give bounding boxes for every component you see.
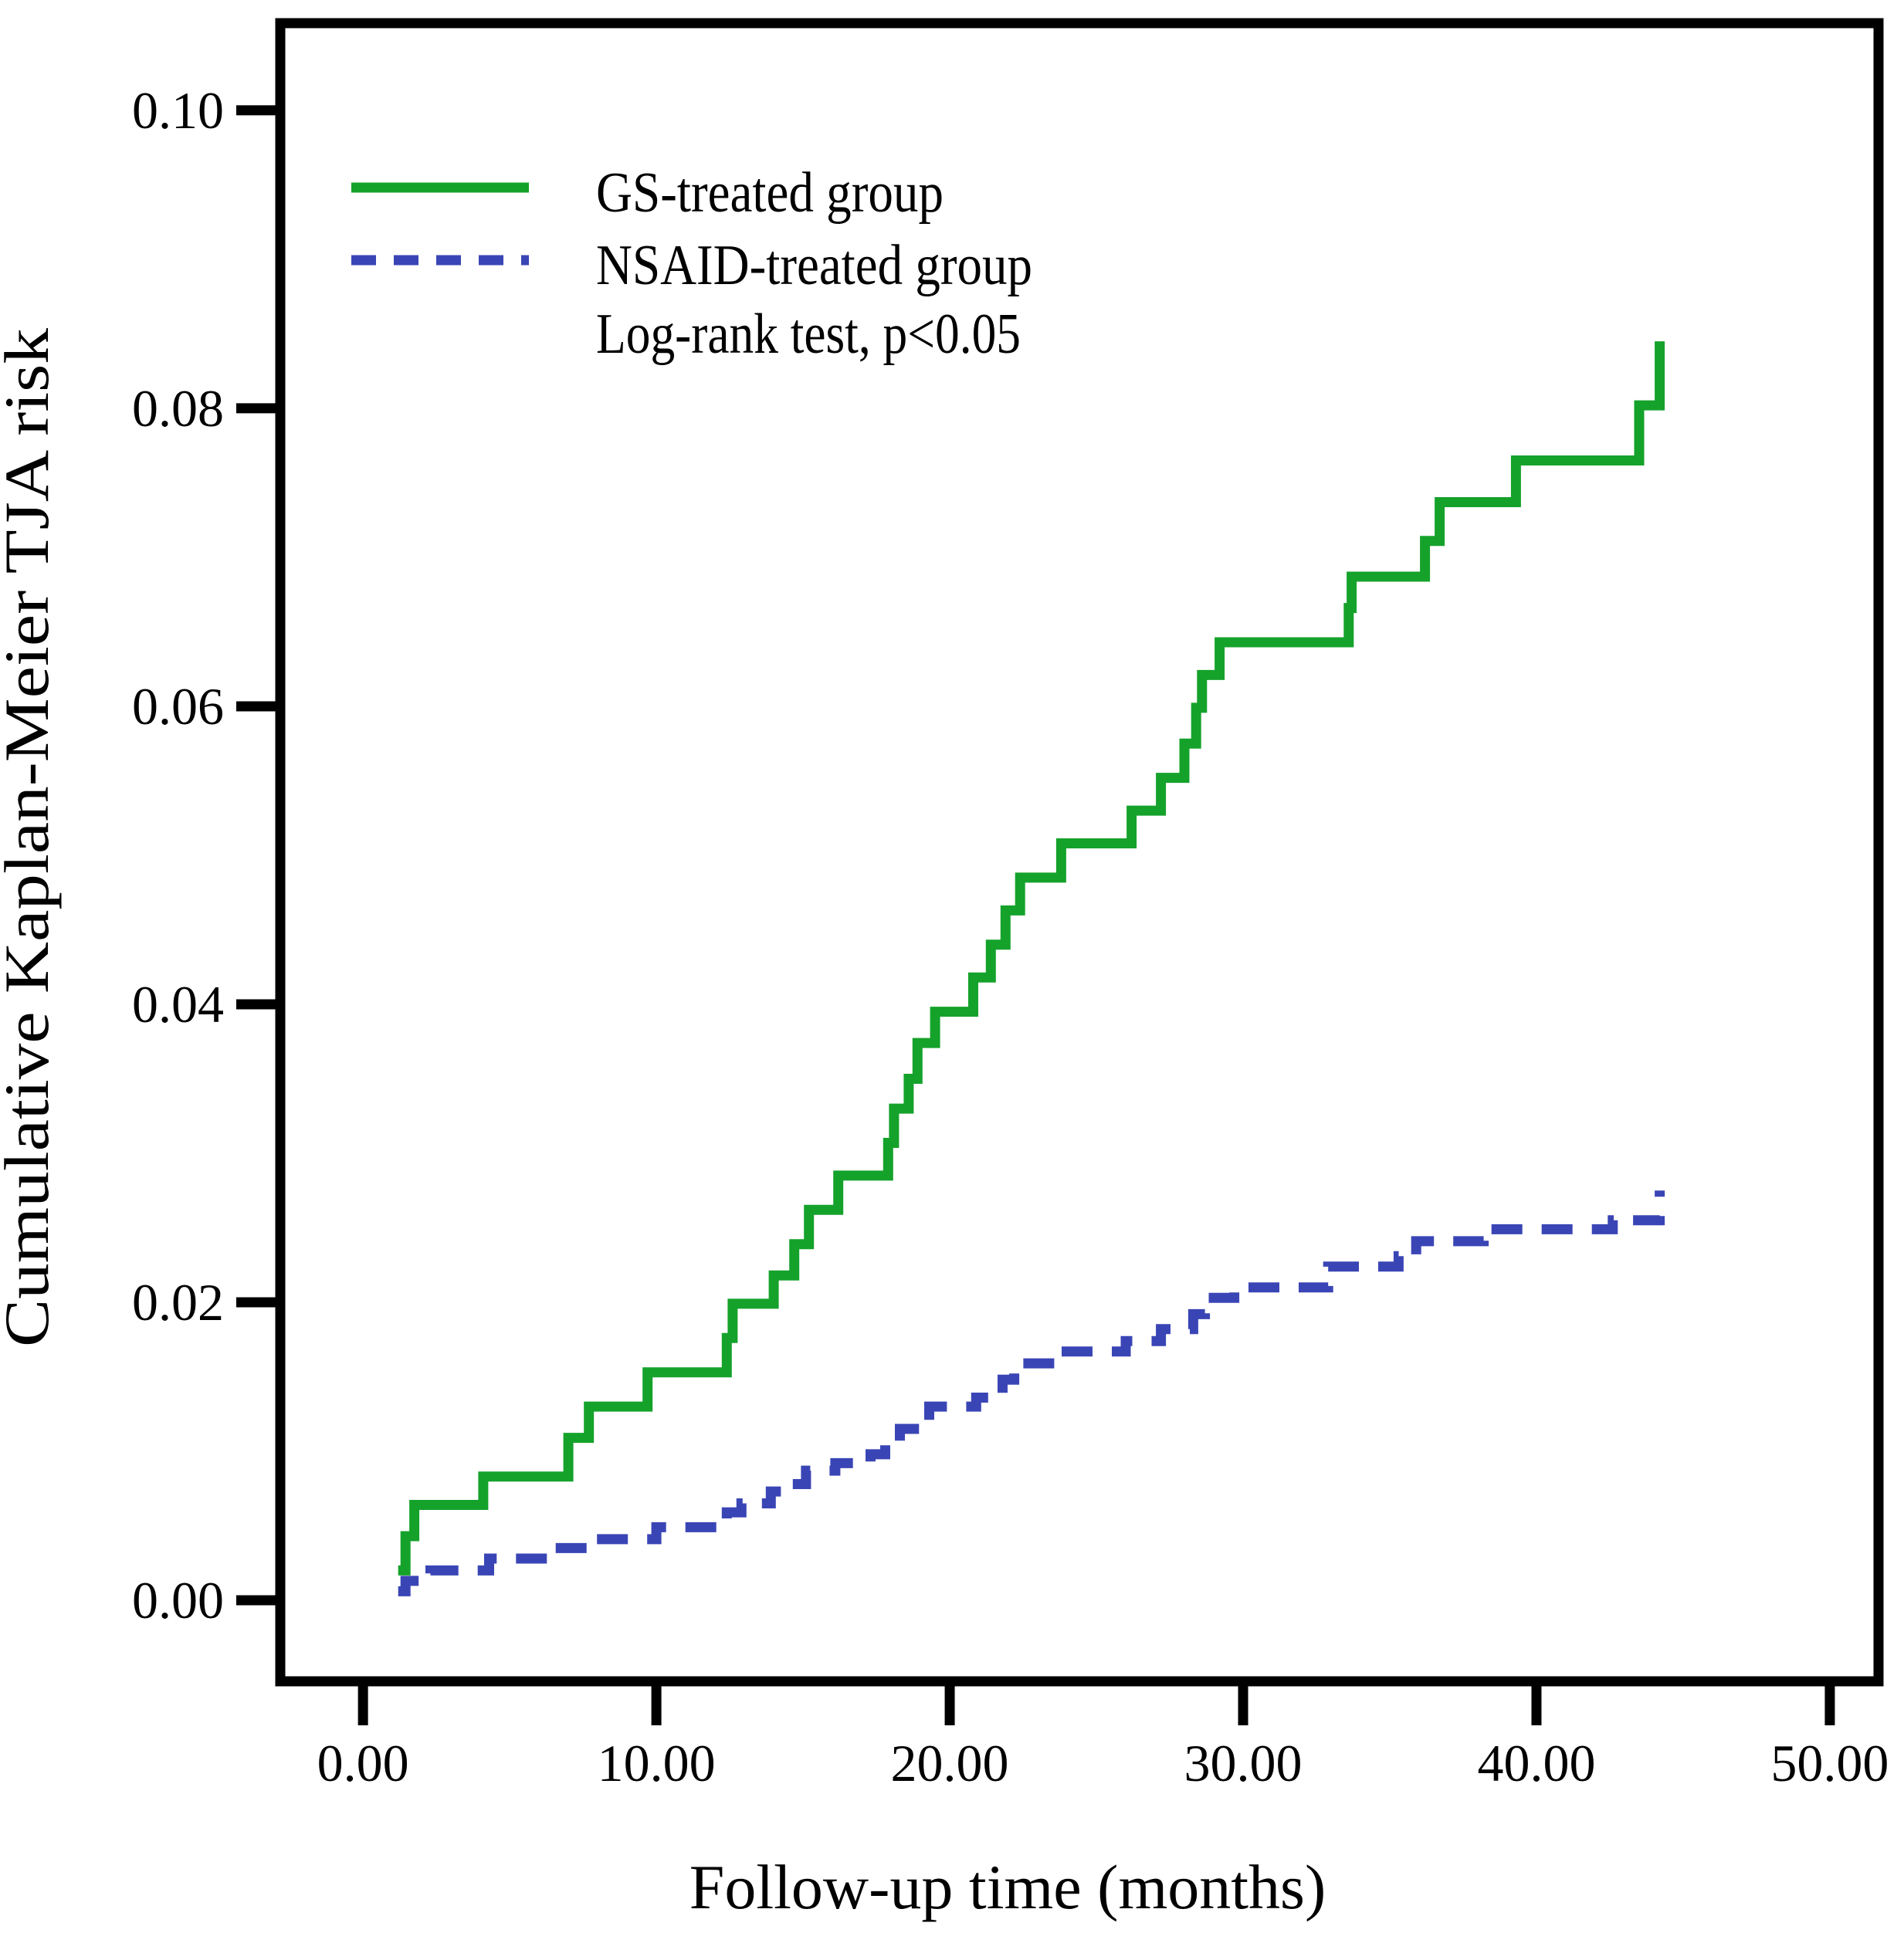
legend-label-nsaid: NSAID-treated group xyxy=(596,234,1032,297)
series-curves xyxy=(398,341,1665,1596)
y-tick-label: 0.06 xyxy=(132,677,224,736)
x-tick-label: 30.00 xyxy=(1184,1734,1303,1792)
x-axis-ticks: 0.00 10.00 20.00 30.00 40.00 50.00 xyxy=(317,1686,1889,1792)
y-tick-label: 0.00 xyxy=(132,1571,224,1630)
x-tick-label: 10.00 xyxy=(598,1734,716,1792)
nsaid-treated-curve xyxy=(398,1190,1665,1596)
y-tick-label: 0.02 xyxy=(132,1273,224,1332)
legend-label-gs: GS-treated group xyxy=(596,161,944,225)
y-tick-label: 0.10 xyxy=(132,81,224,140)
x-tick-label: 0.00 xyxy=(317,1734,409,1792)
y-axis-title: Cumulative Kaplan-Meier TJA risk xyxy=(0,328,62,1347)
legend-annotation-logrank: Log-rank test, p<0.05 xyxy=(596,303,1021,366)
gs-treated-curve xyxy=(398,341,1665,1576)
x-tick-label: 20.00 xyxy=(891,1734,1009,1792)
plot-area-border xyxy=(275,18,1884,1687)
y-tick-label: 0.08 xyxy=(132,379,224,438)
legend: GS-treated group NSAID-treated group Log… xyxy=(351,161,1032,366)
x-tick-label: 40.00 xyxy=(1477,1734,1595,1792)
y-tick-label: 0.04 xyxy=(132,975,224,1034)
x-axis-title: Follow-up time (months) xyxy=(689,1852,1326,1922)
y-axis-ticks: 0.00 0.02 0.04 0.06 0.08 0.10 xyxy=(132,81,276,1630)
x-tick-label: 50.00 xyxy=(1770,1734,1889,1792)
